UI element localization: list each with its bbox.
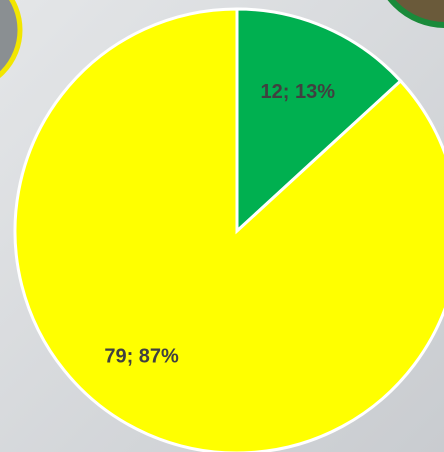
data-label: 79; 87% [104, 345, 179, 367]
pie: 12; 13% 79; 87% [13, 7, 444, 452]
decor-circle [387, 0, 444, 28]
decor-circle [0, 0, 23, 79]
pie-slice [13, 7, 444, 452]
pie-slice [235, 7, 403, 235]
data-label: 12; 13% [261, 81, 336, 103]
